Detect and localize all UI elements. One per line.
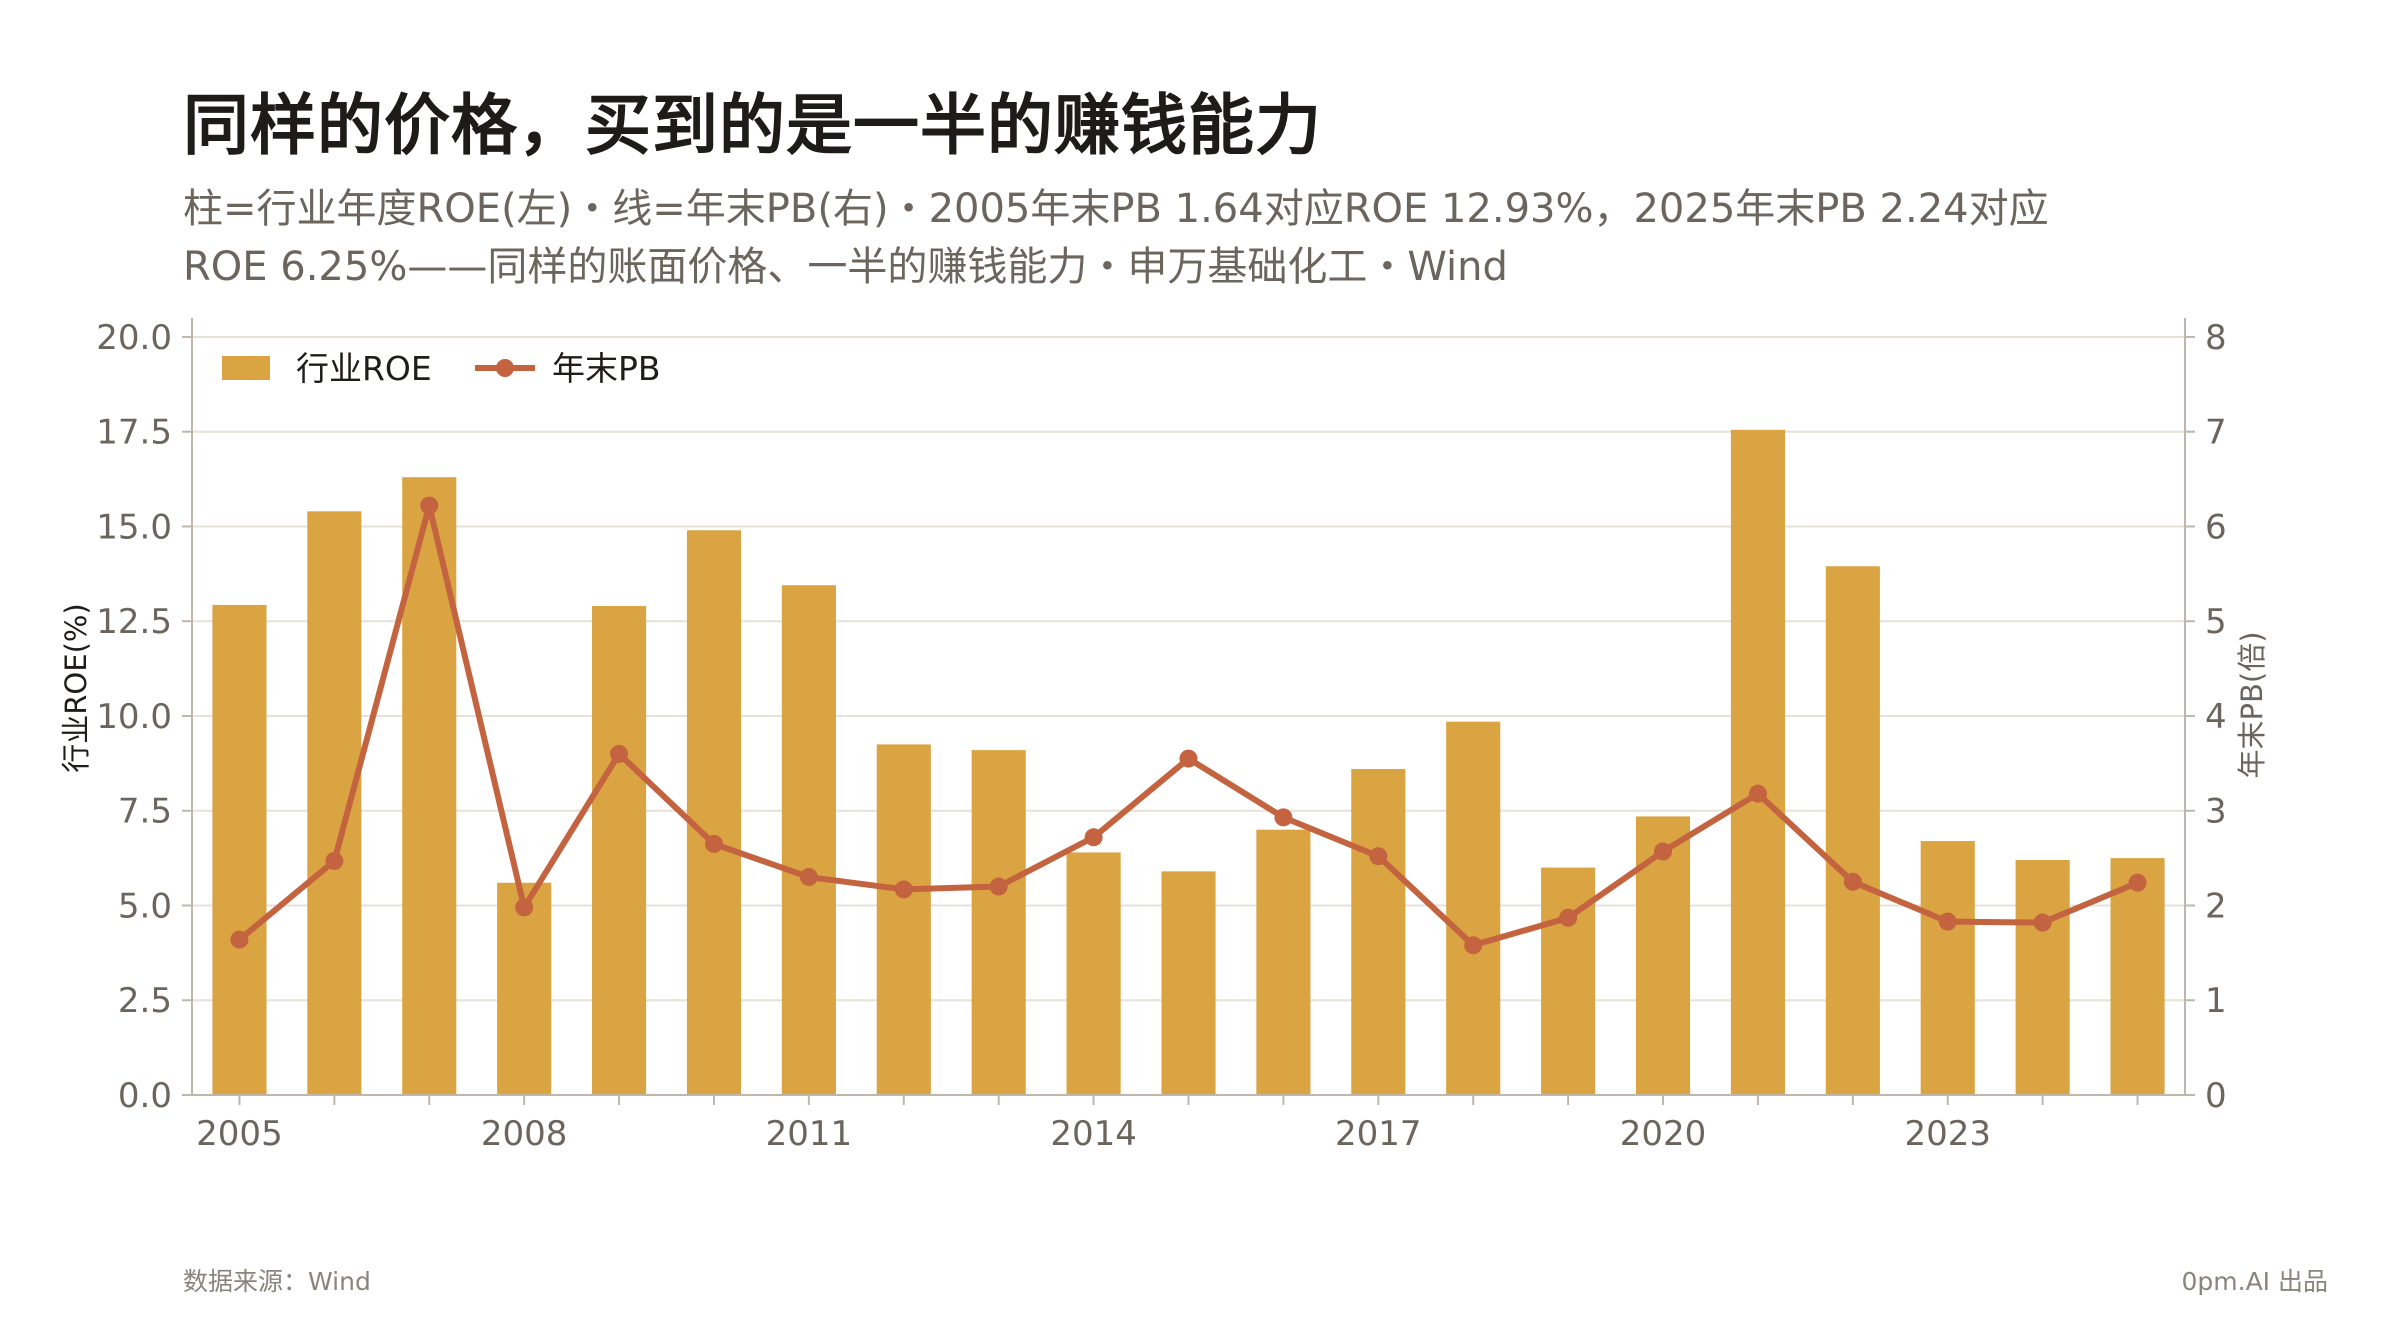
pb-point [1464, 936, 1483, 955]
roe-bar [781, 585, 836, 1095]
y-right-tick-label: 1 [2205, 981, 2227, 1021]
roe-bars [212, 429, 2165, 1095]
pb-point [1369, 847, 1388, 866]
y-right-tick-label: 5 [2205, 602, 2227, 642]
pb-point [1179, 749, 1198, 768]
y-axis-left-label: 行业ROE(%) [59, 603, 93, 772]
pb-point [610, 744, 629, 763]
pb-point [420, 496, 439, 515]
roe-bar [971, 750, 1026, 1095]
pb-point [1748, 784, 1767, 803]
chart-legend: 行业ROE 年末PB [222, 349, 661, 388]
source-note: 数据来源：Wind [183, 1267, 371, 1296]
x-tick-label: 2008 [481, 1114, 568, 1154]
pb-point [2033, 913, 2052, 932]
y-left-tick-label: 20.0 [96, 318, 172, 358]
roe-bar [2015, 860, 2070, 1095]
roe-bar [1161, 871, 1216, 1095]
legend-swatch-pb-marker [496, 359, 514, 377]
pb-point [1084, 828, 1103, 847]
x-tick-label: 2020 [1620, 1114, 1707, 1154]
pb-point [1938, 912, 1957, 931]
x-tick-label: 2005 [196, 1114, 283, 1154]
legend-swatch-roe [222, 356, 270, 380]
y-left-tick-label: 7.5 [118, 792, 172, 832]
y-left-tick-label: 15.0 [96, 507, 172, 547]
y-right-tick-label: 8 [2205, 318, 2227, 358]
roe-bar [876, 744, 931, 1095]
pb-point [1559, 908, 1578, 927]
x-tick-label: 2023 [1904, 1114, 1991, 1154]
pb-point [1843, 872, 1862, 891]
x-tick-label: 2017 [1335, 1114, 1422, 1154]
x-tick-label: 2011 [766, 1114, 853, 1154]
roe-bar [1825, 566, 1880, 1095]
pb-point [799, 868, 818, 887]
y-left-tick-label: 10.0 [96, 697, 172, 737]
roe-bar [1066, 852, 1121, 1095]
roe-bar [497, 882, 552, 1095]
y-left-tick-label: 12.5 [96, 602, 172, 642]
chart-title: 同样的价格，买到的是一半的赚钱能力 [183, 87, 1322, 164]
y-right-tick-label: 6 [2205, 507, 2227, 547]
legend-label-roe: 行业ROE [296, 349, 432, 388]
axes: 0.0 2.5 5.0 7.5 10.0 12.5 15.0 17.5 20.0 0 1 2 3 4 5 6 7… [96, 318, 2226, 1154]
pb-point [230, 930, 249, 949]
roe-bar [1730, 429, 1785, 1095]
y-right-tick-label: 2 [2205, 886, 2227, 926]
pb-point [1654, 842, 1673, 861]
y-left-tick-label: 0.0 [118, 1076, 172, 1116]
roe-bar [1256, 829, 1311, 1095]
y-left-tick-label: 2.5 [118, 981, 172, 1021]
y-right-tick-label: 4 [2205, 697, 2227, 737]
pb-line-series [230, 496, 2147, 955]
roe-bar [2110, 858, 2165, 1095]
pb-point [515, 898, 534, 917]
roe-bar [307, 511, 362, 1095]
roe-bar [1446, 721, 1501, 1095]
roe-bar [592, 606, 647, 1095]
pb-point [1274, 808, 1293, 827]
y-left-tick-label: 17.5 [96, 413, 172, 453]
y-right-tick-label: 3 [2205, 792, 2227, 832]
brand-credit: 0pm.AI 出品 [2181, 1267, 2329, 1296]
pb-point [325, 851, 344, 870]
roe-bar [686, 530, 742, 1095]
roe-bar [1920, 841, 1975, 1095]
pb-point [989, 877, 1008, 896]
pb-point [894, 880, 913, 899]
y-axis-right-label: 年末PB(倍) [2235, 631, 2269, 778]
y-left-tick-label: 5.0 [118, 886, 172, 926]
pb-point [704, 834, 723, 853]
legend-label-pb: 年末PB [552, 349, 661, 388]
y-right-tick-label: 0 [2205, 1076, 2227, 1116]
y-right-tick-label: 7 [2205, 413, 2227, 453]
pb-point [2128, 873, 2147, 892]
x-tick-label: 2014 [1050, 1114, 1137, 1154]
chart-subtitle: 柱=行业年度ROE(左)・线=年末PB(右)・2005年末PB 1.64对应RO… [183, 186, 2049, 290]
roe-bar [1351, 769, 1406, 1095]
roe-bar [212, 604, 267, 1095]
